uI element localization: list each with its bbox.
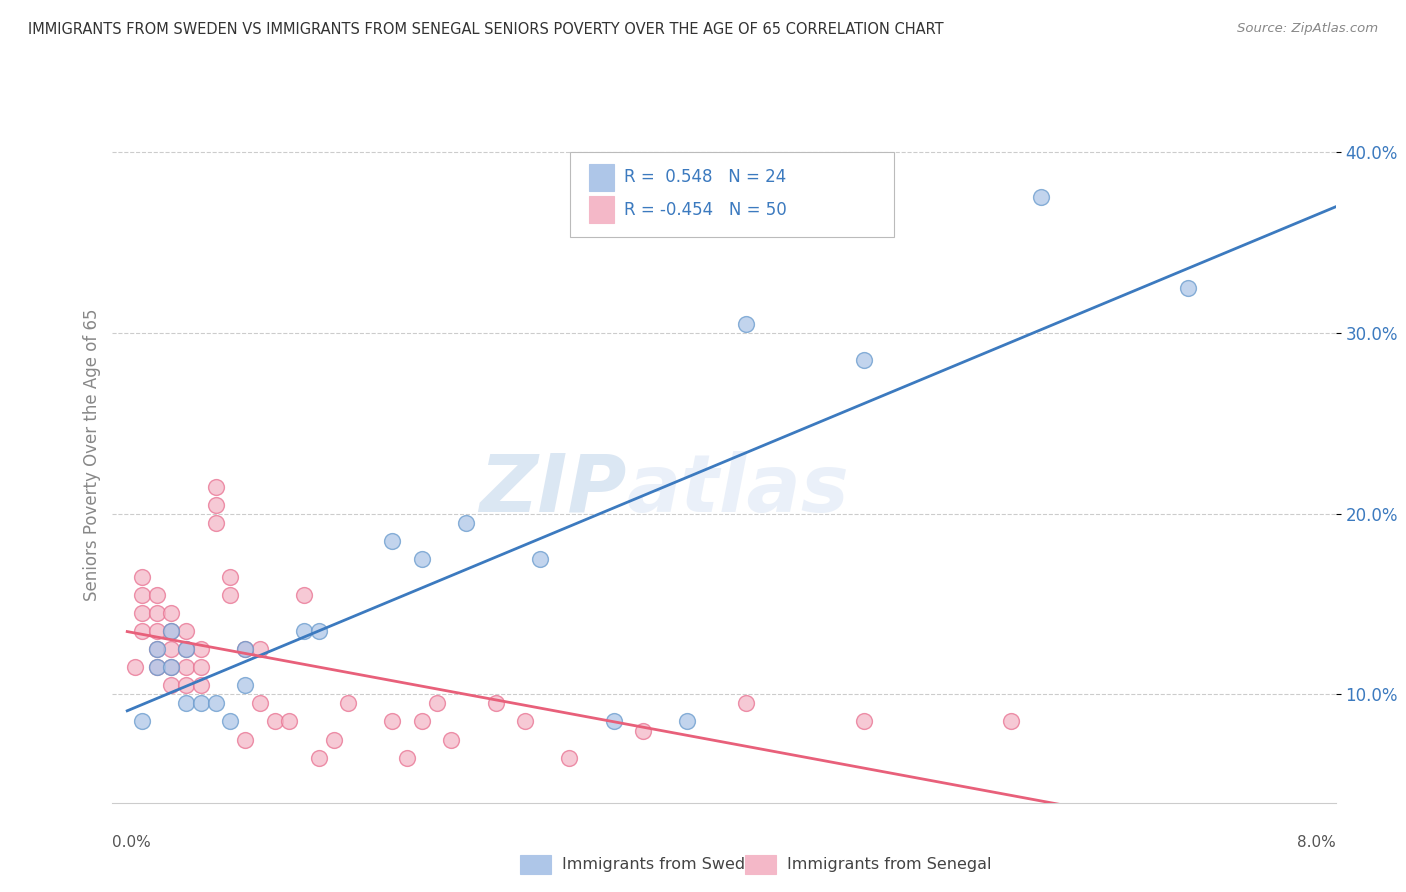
Point bbox=[485, 697, 508, 711]
Point bbox=[853, 714, 876, 729]
Point bbox=[440, 732, 463, 747]
Point bbox=[676, 714, 699, 729]
Point bbox=[558, 750, 581, 764]
Point bbox=[174, 642, 197, 657]
Point bbox=[219, 570, 242, 584]
Point bbox=[174, 660, 197, 674]
Point bbox=[160, 624, 183, 639]
Point bbox=[513, 714, 536, 729]
Point bbox=[145, 606, 167, 620]
Point bbox=[190, 660, 212, 674]
Point bbox=[204, 479, 226, 493]
Point bbox=[233, 642, 256, 657]
Point bbox=[278, 714, 301, 729]
Point bbox=[292, 624, 315, 639]
Text: atlas: atlas bbox=[626, 450, 849, 529]
Text: 8.0%: 8.0% bbox=[1296, 836, 1336, 850]
Point bbox=[190, 697, 212, 711]
Point bbox=[204, 498, 226, 512]
Point bbox=[131, 606, 153, 620]
Point bbox=[160, 642, 183, 657]
Text: IMMIGRANTS FROM SWEDEN VS IMMIGRANTS FROM SENEGAL SENIORS POVERTY OVER THE AGE O: IMMIGRANTS FROM SWEDEN VS IMMIGRANTS FRO… bbox=[28, 22, 943, 37]
Point bbox=[263, 714, 285, 729]
Point bbox=[233, 642, 256, 657]
Text: ZIP: ZIP bbox=[479, 450, 626, 529]
Point bbox=[456, 516, 478, 530]
Point bbox=[145, 660, 167, 674]
Point bbox=[145, 588, 167, 602]
Point bbox=[190, 642, 212, 657]
Point bbox=[131, 714, 153, 729]
Point bbox=[1192, 841, 1215, 855]
Point bbox=[529, 551, 551, 566]
Point bbox=[381, 714, 404, 729]
Point bbox=[160, 606, 183, 620]
Point bbox=[308, 750, 330, 764]
Point bbox=[160, 660, 183, 674]
Point bbox=[1177, 281, 1199, 295]
Point bbox=[124, 660, 146, 674]
Point bbox=[602, 714, 624, 729]
Y-axis label: Seniors Poverty Over the Age of 65: Seniors Poverty Over the Age of 65 bbox=[83, 309, 101, 601]
Point bbox=[160, 660, 183, 674]
Text: Source: ZipAtlas.com: Source: ZipAtlas.com bbox=[1237, 22, 1378, 36]
Point bbox=[219, 714, 242, 729]
Point bbox=[411, 551, 433, 566]
Point bbox=[396, 750, 419, 764]
Point bbox=[1000, 714, 1022, 729]
Point bbox=[174, 697, 197, 711]
Point bbox=[249, 642, 271, 657]
Point bbox=[381, 533, 404, 548]
Point bbox=[174, 678, 197, 692]
Point bbox=[219, 588, 242, 602]
Point bbox=[145, 624, 167, 639]
Point bbox=[249, 697, 271, 711]
Point bbox=[308, 624, 330, 639]
Point bbox=[204, 697, 226, 711]
Point bbox=[145, 642, 167, 657]
Point bbox=[233, 732, 256, 747]
Point bbox=[233, 678, 256, 692]
Point bbox=[145, 642, 167, 657]
Point bbox=[131, 570, 153, 584]
Point bbox=[411, 714, 433, 729]
Point bbox=[190, 678, 212, 692]
Point bbox=[174, 642, 197, 657]
Point bbox=[631, 723, 654, 738]
Point bbox=[160, 624, 183, 639]
Point bbox=[131, 624, 153, 639]
Point bbox=[174, 624, 197, 639]
Point bbox=[1029, 190, 1052, 204]
Text: 0.0%: 0.0% bbox=[112, 836, 152, 850]
Text: R =  0.548   N = 24: R = 0.548 N = 24 bbox=[624, 169, 786, 186]
Text: R = -0.454   N = 50: R = -0.454 N = 50 bbox=[624, 201, 786, 219]
Point bbox=[735, 317, 758, 331]
Point bbox=[735, 697, 758, 711]
Point bbox=[204, 516, 226, 530]
Point bbox=[131, 588, 153, 602]
Point bbox=[337, 697, 360, 711]
Point bbox=[853, 353, 876, 368]
Point bbox=[160, 678, 183, 692]
Point bbox=[292, 588, 315, 602]
Text: Immigrants from Senegal: Immigrants from Senegal bbox=[787, 857, 991, 871]
Text: Immigrants from Sweden: Immigrants from Sweden bbox=[562, 857, 766, 871]
Point bbox=[145, 660, 167, 674]
Point bbox=[322, 732, 344, 747]
Point bbox=[426, 697, 449, 711]
